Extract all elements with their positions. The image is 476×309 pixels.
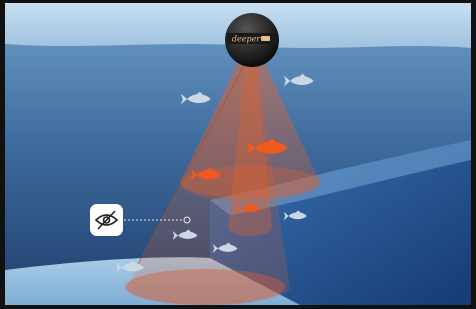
page: {"device": {"brand": "deeper"}} — [0, 0, 476, 309]
device-brand: deeper — [232, 35, 261, 44]
device-badge — [261, 36, 270, 41]
hide-button[interactable] — [90, 204, 123, 236]
scene: deeper — [0, 0, 476, 309]
sonar-cone-base — [125, 269, 285, 305]
